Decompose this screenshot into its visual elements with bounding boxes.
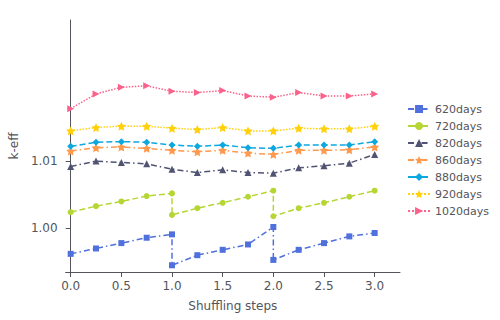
svg-text:1.5: 1.5 <box>213 279 232 293</box>
svg-text:0.5: 0.5 <box>112 279 131 293</box>
svg-text:820days: 820days <box>435 137 482 150</box>
svg-text:Shuffling steps: Shuffling steps <box>188 299 277 313</box>
svg-text:860days: 860days <box>435 154 482 167</box>
svg-text:720days: 720days <box>435 120 482 133</box>
svg-text:1.01: 1.01 <box>31 154 58 168</box>
svg-text:920days: 920days <box>435 188 482 201</box>
svg-text:1020days: 1020days <box>435 205 489 218</box>
svg-text:0.0: 0.0 <box>61 279 80 293</box>
svg-text:2.5: 2.5 <box>314 279 333 293</box>
svg-text:k-eff: k-eff <box>7 132 21 160</box>
svg-text:3.0: 3.0 <box>365 279 384 293</box>
svg-text:620days: 620days <box>435 103 482 116</box>
svg-text:1.00: 1.00 <box>31 221 58 235</box>
svg-text:2.0: 2.0 <box>264 279 283 293</box>
svg-text:1.0: 1.0 <box>162 279 181 293</box>
svg-text:880days: 880days <box>435 171 482 184</box>
